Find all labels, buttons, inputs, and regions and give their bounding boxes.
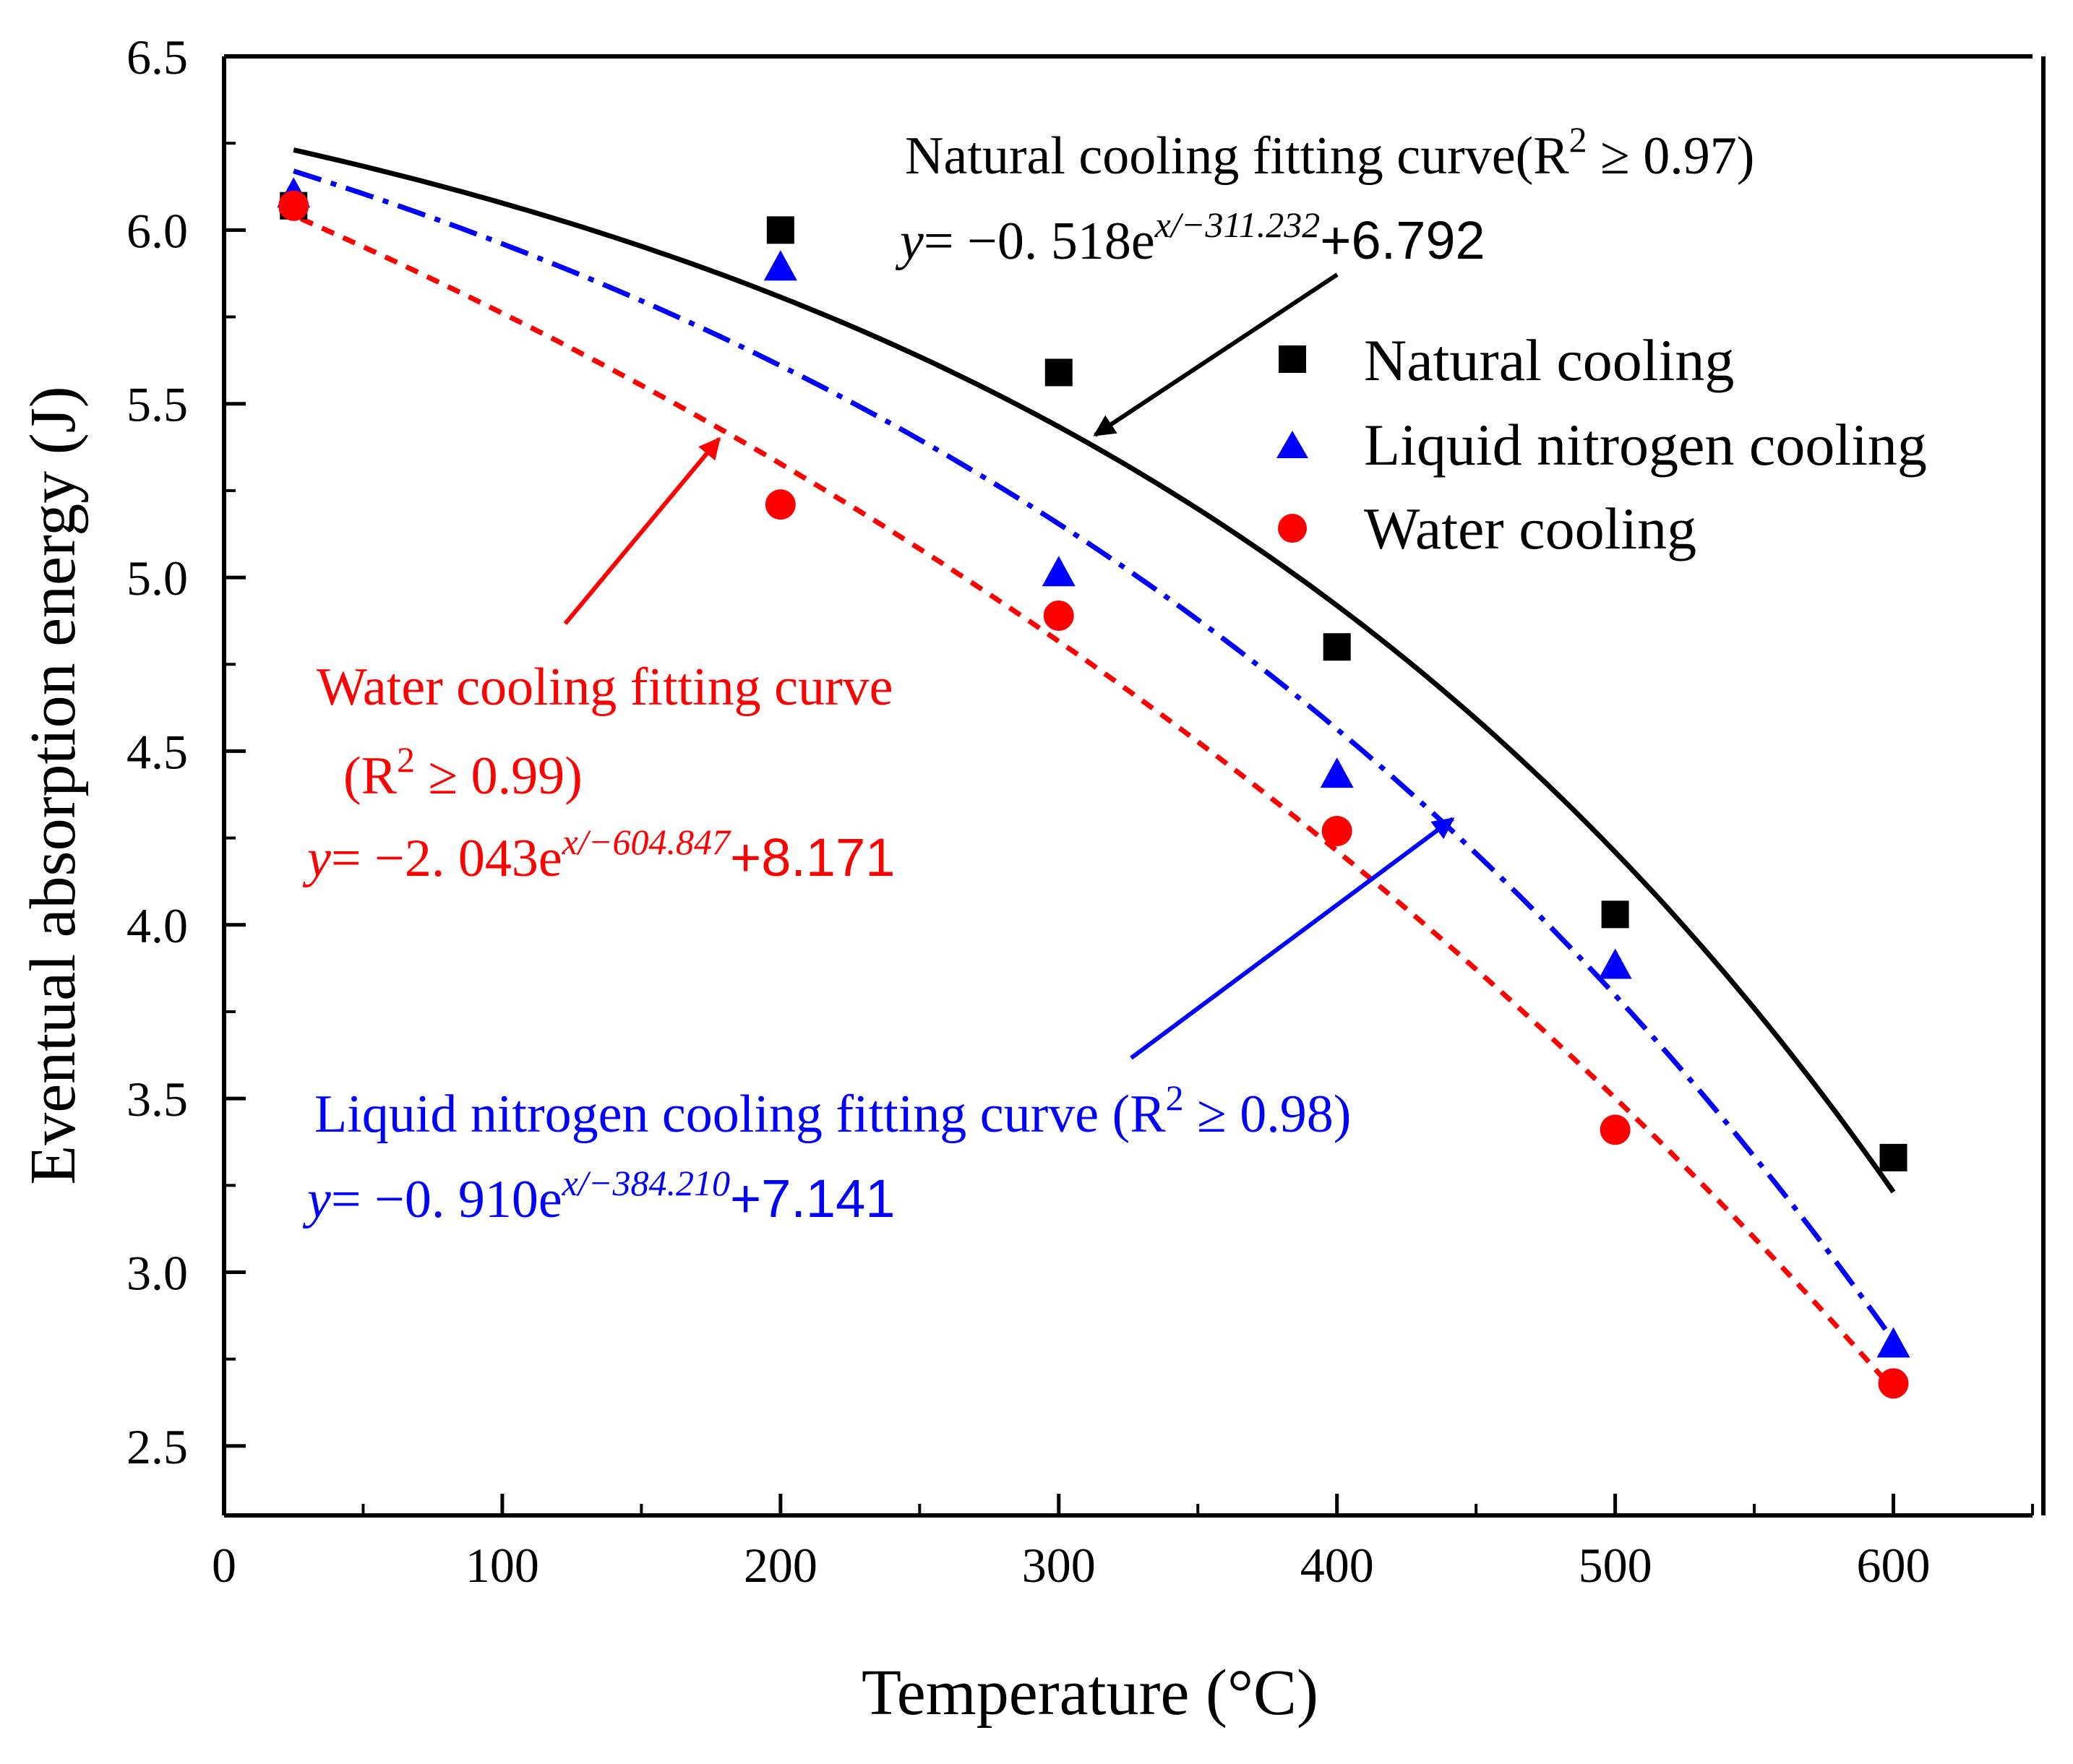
annotation-natural-title: Natural cooling fitting curve(R2 ≥ 0.97) <box>905 119 1754 186</box>
y-tick-label: 2.5 <box>126 1419 188 1474</box>
annotation-natural: Natural cooling fitting curve(R2 ≥ 0.97)… <box>895 119 1754 271</box>
y-tick-label: 5.0 <box>126 551 188 606</box>
y-tick-label: 4.5 <box>126 724 188 779</box>
tick-labels: 0 100 200 300 400 500 600 2.5 3.0 3.5 4.0 4.5 5.0 5.5… <box>126 30 1931 1593</box>
annotation-nitrogen: Liquid nitrogen cooling fitting curve (R… <box>302 1077 1351 1229</box>
annotation-nitrogen-equation: y= −0. 910ex/−384.210+7.141 <box>302 1163 895 1229</box>
y-tick-label: 5.5 <box>126 377 188 432</box>
arrow-natural <box>1093 272 1339 437</box>
legend-marker-nitrogen <box>1276 431 1308 458</box>
arrow-water <box>563 436 721 625</box>
data-point-liquid-nitrogen-cooling <box>1320 757 1354 788</box>
data-point-liquid-nitrogen-cooling <box>1042 556 1076 587</box>
x-axis-title: Temperature (°C) <box>862 1657 1318 1729</box>
data-point-water-cooling <box>278 190 309 221</box>
y-tick-label: 6.5 <box>126 30 188 85</box>
x-tick-label: 100 <box>465 1538 539 1593</box>
data-point-liquid-nitrogen-cooling <box>1876 1327 1910 1358</box>
ticks <box>222 54 2034 1515</box>
legend-marker-natural <box>1279 345 1306 373</box>
x-tick-label: 300 <box>1022 1538 1096 1593</box>
y-tick-label: 3.5 <box>126 1072 188 1127</box>
fit-curves <box>278 147 1896 1392</box>
y-tick-label: 6.0 <box>126 203 188 258</box>
annotation-water-title: Water cooling fitting curve <box>317 658 893 717</box>
fit-curve-0 <box>293 147 1896 1194</box>
x-tick-label: 200 <box>744 1538 817 1593</box>
data-point-water-cooling <box>1043 600 1074 631</box>
data-point-natural-cooling <box>1601 900 1629 929</box>
fit-curve-1 <box>293 168 1896 1343</box>
x-tick-label: 400 <box>1300 1538 1374 1593</box>
x-tick-label: 0 <box>212 1538 236 1593</box>
fit-curve-2 <box>278 207 1896 1392</box>
annotation-water-r2: (R2 ≥ 0.99) <box>343 739 583 806</box>
data-point-natural-cooling <box>1879 1143 1907 1171</box>
annotation-natural-equation: y= −0. 518ex/−311.232+6.792 <box>895 205 1485 271</box>
data-points <box>277 177 1910 1399</box>
data-point-water-cooling <box>1321 815 1352 846</box>
data-point-natural-cooling <box>1044 358 1073 387</box>
legend: Natural cooling Liquid nitrogen cooling … <box>1276 327 1927 562</box>
legend-label-natural: Natural cooling <box>1364 327 1734 393</box>
data-point-liquid-nitrogen-cooling <box>1598 948 1632 979</box>
data-point-natural-cooling <box>766 216 794 244</box>
data-point-natural-cooling <box>1323 633 1351 661</box>
annotation-water: Water cooling fitting curve (R2 ≥ 0.99) … <box>302 658 895 888</box>
data-point-liquid-nitrogen-cooling <box>763 250 797 281</box>
x-tick-label: 500 <box>1579 1538 1652 1593</box>
data-point-water-cooling <box>765 489 796 520</box>
y-tick-label: 4.0 <box>126 898 188 953</box>
annotation-water-equation: y= −2. 043ex/−604.847+8.171 <box>302 822 895 888</box>
legend-marker-water <box>1278 514 1307 543</box>
arrow-nitrogen <box>1130 817 1455 1060</box>
y-axis-title: Eventual absorption energy (J) <box>17 386 89 1185</box>
x-tick-label: 600 <box>1857 1538 1931 1593</box>
legend-label-water: Water cooling <box>1364 496 1696 562</box>
legend-label-nitrogen: Liquid nitrogen cooling <box>1364 412 1927 478</box>
data-point-water-cooling <box>1600 1114 1631 1145</box>
data-point-water-cooling <box>1878 1368 1909 1399</box>
annotation-nitrogen-title: Liquid nitrogen cooling fitting curve (R… <box>314 1077 1351 1144</box>
y-tick-label: 3.0 <box>126 1246 188 1301</box>
